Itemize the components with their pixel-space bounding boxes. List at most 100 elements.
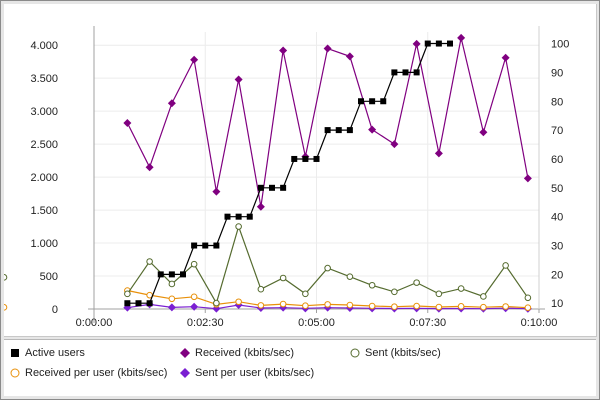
- data-point: [435, 290, 443, 298]
- data-point: [346, 273, 354, 280]
- data-point: [256, 202, 265, 211]
- data-point: [257, 285, 265, 293]
- data-point: [145, 163, 154, 172]
- y-right-tick-label: 80: [551, 96, 563, 108]
- data-point: [279, 46, 288, 55]
- data-point: [390, 140, 399, 149]
- y-right-tick-label: 100: [551, 39, 569, 51]
- data-point: [346, 301, 354, 309]
- data-point: [457, 33, 466, 42]
- data-point: [323, 44, 332, 53]
- data-point: [124, 290, 131, 298]
- y-left-tick-label: 4.000: [30, 40, 58, 52]
- data-point: [269, 184, 275, 191]
- data-point: [146, 258, 153, 265]
- legend-marker-diamond-icon: [180, 348, 190, 358]
- plot-panel: 0 500 1.000 1.500 2.000 2.500 3.000 3.500 4.000 1…: [4, 4, 597, 337]
- legend-label: Active users: [25, 347, 85, 359]
- data-point: [280, 184, 287, 191]
- data-point: [224, 213, 231, 220]
- legend-item-sent-per-user: Sent per user (kbits/sec): [180, 365, 314, 381]
- data-point: [279, 274, 287, 282]
- legend-marker-circle-icon: [10, 368, 20, 378]
- data-point: [368, 125, 377, 134]
- data-point: [135, 300, 142, 307]
- data-point: [190, 293, 198, 301]
- y-right-tick-label: 40: [551, 212, 563, 224]
- legend-marker-diamond-icon: [180, 368, 190, 378]
- data-point: [213, 299, 220, 307]
- data-point: [435, 40, 442, 47]
- data-point: [168, 280, 176, 288]
- legend-item-active-users: Active users: [10, 345, 85, 361]
- data-point: [380, 98, 387, 105]
- data-point: [167, 99, 176, 108]
- data-point: [190, 260, 198, 268]
- x-tick-label: 0:10:00: [521, 317, 558, 329]
- y-right-tick-label: 90: [551, 67, 563, 79]
- data-point: [479, 128, 488, 137]
- legend-marker-circle-icon: [350, 348, 360, 358]
- data-point: [123, 119, 132, 128]
- x-tick-label: 0:05:00: [298, 317, 335, 329]
- data-point: [501, 53, 510, 62]
- data-point: [180, 271, 186, 278]
- data-point: [413, 279, 420, 286]
- y-right-tick-label: 70: [551, 125, 563, 137]
- data-point: [346, 127, 353, 134]
- data-point: [124, 300, 131, 307]
- data-point: [167, 303, 176, 312]
- data-point: [368, 281, 376, 289]
- data-point: [369, 98, 376, 105]
- data-point: [202, 242, 209, 249]
- data-point: [435, 303, 443, 311]
- data-point: [502, 262, 509, 269]
- data-point: [234, 75, 243, 84]
- data-point: [190, 302, 199, 311]
- data-point: [413, 302, 420, 310]
- data-point: [213, 242, 220, 249]
- y-left-tick-label: 3.500: [30, 73, 58, 85]
- data-point: [146, 300, 153, 307]
- data-point: [480, 303, 487, 311]
- data-point: [302, 155, 309, 162]
- data-point: [246, 213, 253, 220]
- legend-marker-square-icon: [11, 349, 19, 357]
- data-point: [368, 302, 376, 310]
- legend: Active users Received (kbits/sec) Sent (…: [4, 339, 596, 396]
- data-point: [358, 98, 364, 105]
- data-point: [191, 242, 198, 249]
- data-point: [413, 69, 420, 76]
- data-point: [257, 184, 264, 191]
- data-point: [434, 149, 443, 158]
- legend-item-received-per-user: Received per user (kbits/sec): [10, 365, 167, 381]
- x-tick-label: 0:07:30: [409, 317, 446, 329]
- data-point: [4, 304, 8, 311]
- y-right-tick-label: 20: [551, 269, 563, 281]
- data-point: [313, 155, 320, 162]
- line-chart: 0 500 1.000 1.500 2.000 2.500 3.000 3.500 4.000 1…: [4, 26, 569, 329]
- data-point: [212, 187, 221, 196]
- data-point: [302, 290, 309, 298]
- data-point: [424, 40, 431, 47]
- legend-label: Received per user (kbits/sec): [25, 367, 168, 379]
- legend-item-received: Received (kbits/sec): [180, 345, 294, 361]
- data-point: [235, 298, 242, 306]
- legend-label: Sent (kbits/sec): [365, 347, 441, 359]
- y-left-tick-label: 3.000: [30, 106, 58, 118]
- data-point: [324, 127, 331, 134]
- y-right-tick-label: 10: [551, 298, 563, 310]
- data-point: [402, 69, 409, 76]
- data-point: [502, 303, 509, 310]
- data-point: [157, 271, 164, 278]
- y-right-tick-label: 60: [551, 154, 563, 166]
- data-point: [523, 174, 532, 183]
- data-point: [279, 300, 287, 308]
- y-left-tick-label: 1.000: [30, 238, 58, 250]
- y-left-tick-label: 2.000: [30, 172, 58, 184]
- data-point: [335, 127, 342, 134]
- data-point: [524, 304, 532, 311]
- data-point: [480, 293, 487, 300]
- y-left-tick-label: 2.500: [30, 139, 58, 151]
